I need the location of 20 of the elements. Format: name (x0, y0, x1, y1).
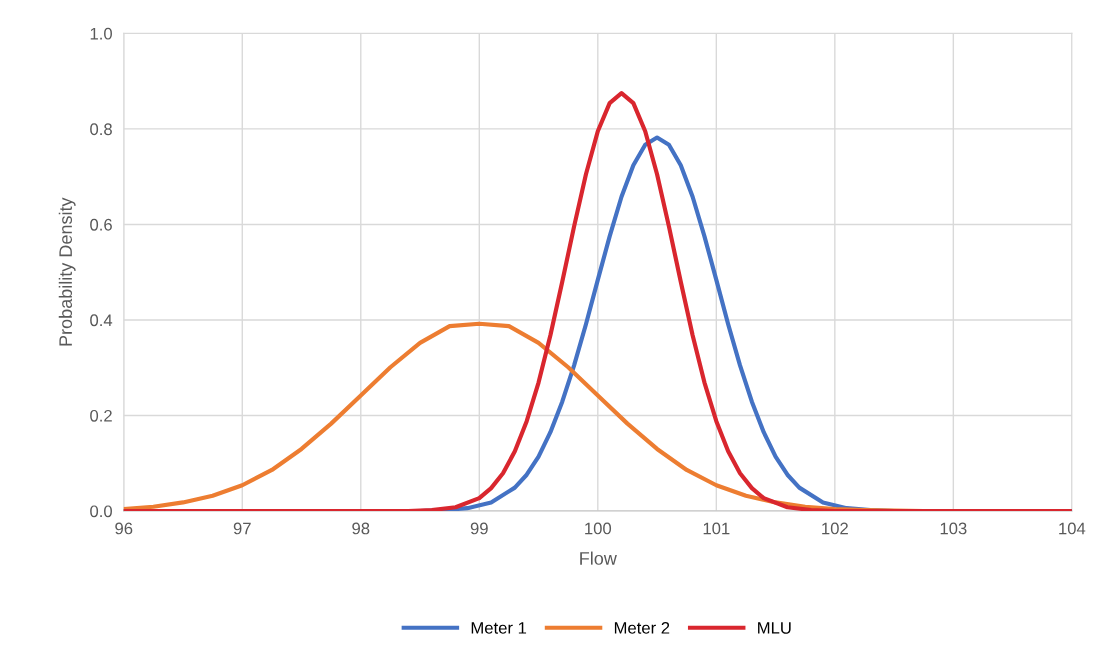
legend-label: Meter 1 (471, 622, 527, 634)
y-tick-label: 0.6 (90, 218, 112, 231)
x-tick-label: 104 (1059, 522, 1086, 535)
x-tick-label: 97 (233, 522, 251, 535)
x-tick-label: 101 (703, 522, 730, 535)
y-tick-label: 0.0 (90, 505, 112, 518)
legend-label: MLU (758, 622, 791, 634)
y-tick-label: 0.2 (90, 409, 112, 422)
x-axis-title: Flow (580, 551, 617, 565)
x-tick-label: 100 (585, 522, 612, 535)
y-tick-label: 0.8 (90, 123, 112, 136)
y-tick-label: 0.4 (90, 314, 113, 327)
x-tick-label: 99 (470, 522, 488, 535)
x-tick-label: 96 (115, 522, 133, 535)
x-tick-label: 98 (352, 522, 370, 535)
x-tick-label: 103 (940, 522, 967, 535)
y-axis-title: Probability Density (58, 197, 76, 346)
y-tick-label: 1.0 (90, 27, 112, 40)
x-tick-label: 102 (822, 522, 848, 535)
legend-label: Meter 2 (614, 621, 670, 634)
